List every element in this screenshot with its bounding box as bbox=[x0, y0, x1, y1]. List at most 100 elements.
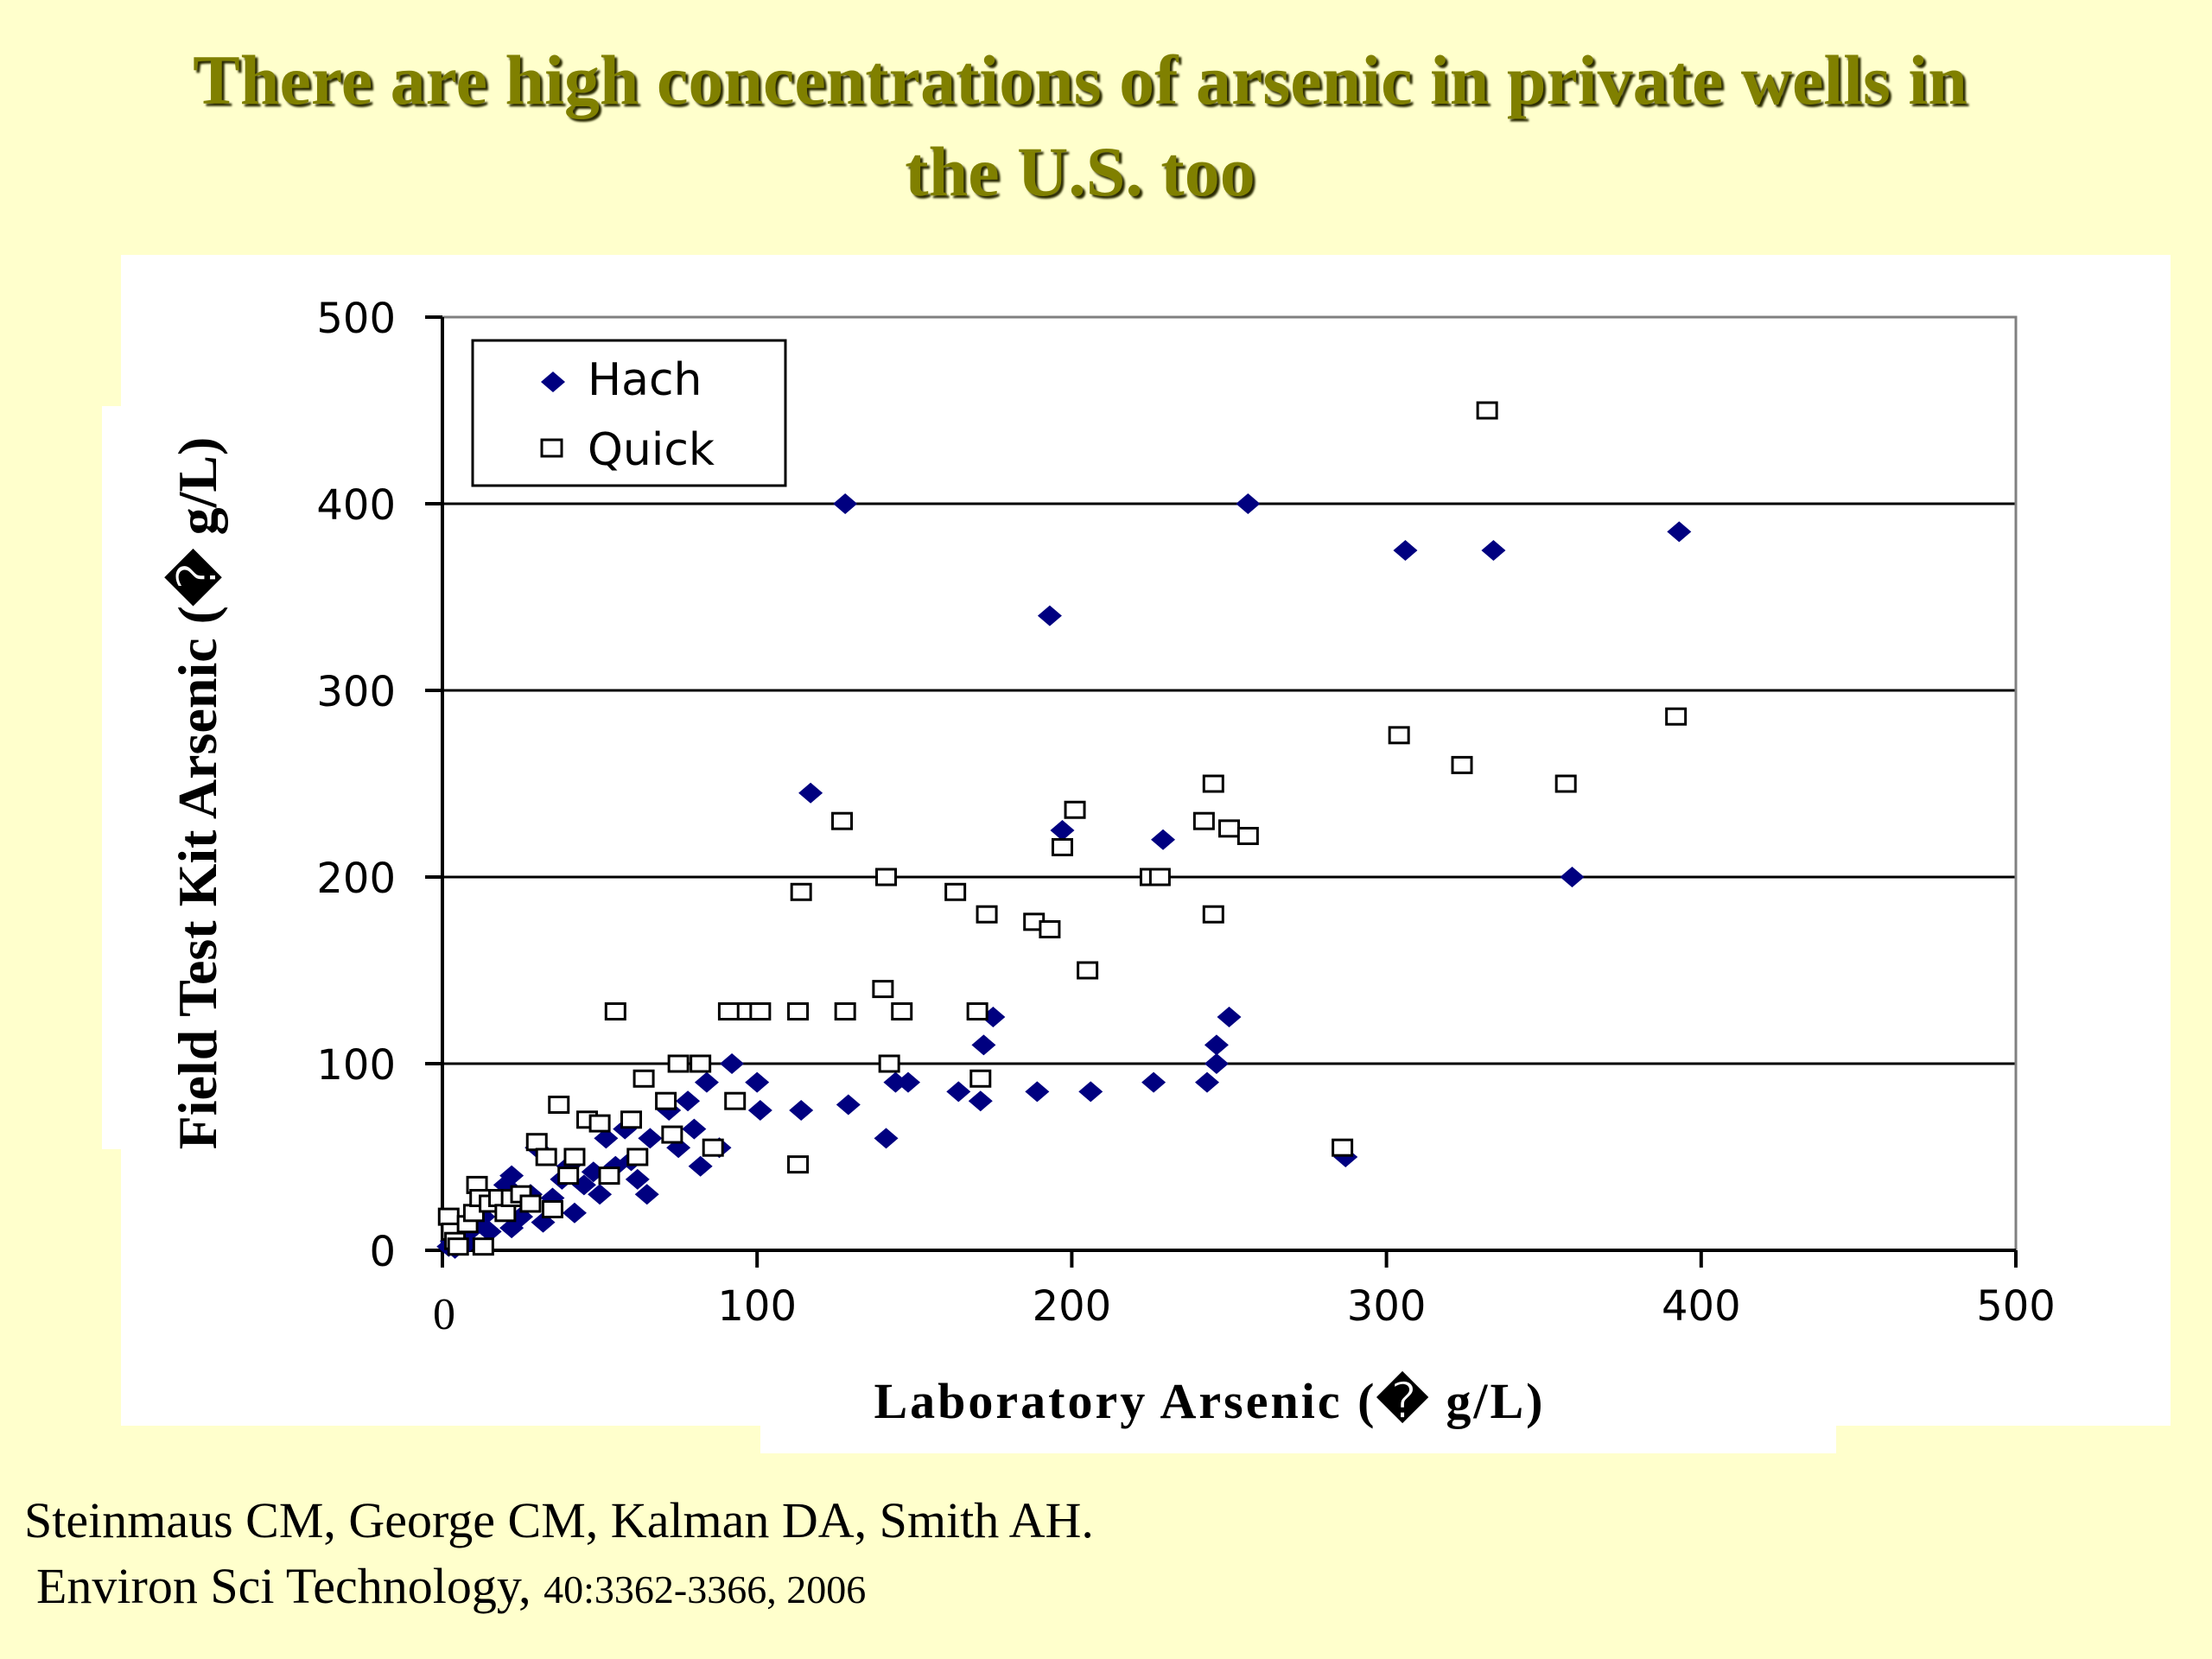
citation: Steinmaus CM, George CM, Kalman DA, Smit… bbox=[24, 1488, 1094, 1623]
quick-point bbox=[690, 1054, 712, 1073]
quick-point bbox=[1148, 868, 1171, 887]
quick-point bbox=[620, 1110, 643, 1129]
hach-point bbox=[694, 1071, 719, 1093]
hach-point bbox=[798, 782, 823, 804]
hach-point bbox=[634, 1184, 659, 1205]
quick-point bbox=[787, 1002, 810, 1021]
hach-point bbox=[638, 1128, 663, 1149]
quick-point bbox=[1064, 800, 1086, 819]
hach-point bbox=[562, 1202, 587, 1224]
quick-point bbox=[604, 1002, 626, 1021]
y-tick-label-3: 300 bbox=[316, 668, 396, 716]
quick-point bbox=[525, 1133, 548, 1152]
hach-point bbox=[968, 1090, 993, 1112]
slide-title: There are high concentrations of arsenic… bbox=[0, 35, 2160, 218]
hach-point bbox=[1037, 605, 1062, 626]
hach-point bbox=[747, 1100, 772, 1121]
quick-point bbox=[1218, 819, 1240, 838]
hach-point bbox=[1141, 1071, 1166, 1093]
chart-axes bbox=[441, 317, 2016, 1252]
hach-point bbox=[874, 1128, 899, 1149]
quick-point bbox=[1451, 755, 1473, 774]
x-tick-label-0: 0 bbox=[433, 1290, 455, 1339]
quick-point bbox=[563, 1147, 586, 1166]
x-axis-label: Laboratory Arsenic (� g/L) bbox=[874, 1370, 1545, 1429]
quick-point bbox=[969, 1069, 992, 1088]
hach-point bbox=[836, 1094, 861, 1116]
x-tick-label-3: 300 bbox=[1347, 1282, 1427, 1331]
quick-point bbox=[1051, 837, 1073, 856]
quick-point bbox=[976, 905, 998, 924]
hach-point bbox=[676, 1090, 701, 1112]
hach-point bbox=[588, 1184, 613, 1205]
quick-point bbox=[1236, 826, 1259, 845]
legend-box bbox=[471, 339, 787, 487]
quick-point bbox=[1476, 401, 1498, 420]
hach-point bbox=[1481, 540, 1506, 561]
quick-point bbox=[519, 1194, 542, 1213]
quick-point bbox=[872, 980, 894, 999]
quick-point bbox=[944, 882, 967, 901]
citation-authors: Steinmaus CM, George CM, Kalman DA, Smit… bbox=[24, 1492, 1094, 1548]
chart-panel-bottom-tab bbox=[760, 1382, 1836, 1453]
quick-point bbox=[724, 1091, 747, 1110]
quick-point bbox=[702, 1138, 724, 1157]
hach-point bbox=[1560, 867, 1585, 887]
hach-point bbox=[688, 1155, 713, 1177]
quick-point bbox=[535, 1147, 557, 1166]
quick-point bbox=[878, 1054, 900, 1073]
y-axis-label: Field Test Kit Arsenic (� g/L) bbox=[164, 437, 228, 1150]
quick-point bbox=[1388, 726, 1410, 745]
legend-quick-marker bbox=[540, 438, 563, 458]
citation-volume-pages-year: 40:3362-3366, 2006 bbox=[543, 1567, 867, 1611]
hach-point bbox=[1078, 1081, 1103, 1103]
x-tick-label-1: 100 bbox=[717, 1282, 797, 1331]
quick-point bbox=[875, 868, 898, 887]
y-tick-label-1: 100 bbox=[316, 1041, 396, 1090]
slide-title-line-2: the U.S. too bbox=[905, 132, 1255, 211]
quick-point bbox=[655, 1091, 677, 1110]
x-tick-label-4: 400 bbox=[1662, 1282, 1741, 1331]
hach-point bbox=[1204, 1053, 1229, 1074]
hach-point bbox=[1204, 1034, 1229, 1056]
y-tick-label-0: 0 bbox=[369, 1228, 396, 1276]
y-axis-ticks: 0 100 200 300 400 500 bbox=[316, 295, 442, 1276]
hach-point bbox=[896, 1071, 921, 1093]
chart-panel-left-tab bbox=[102, 406, 137, 1149]
quick-point bbox=[1077, 961, 1099, 980]
hach-point bbox=[594, 1128, 619, 1149]
quick-point bbox=[790, 882, 812, 901]
slide-title-line-1: There are high concentrations of arsenic… bbox=[193, 41, 1967, 119]
chart-gridlines bbox=[442, 502, 2016, 1065]
quick-point bbox=[548, 1096, 570, 1115]
quick-point bbox=[437, 1207, 460, 1226]
y-tick-label-5: 500 bbox=[316, 295, 396, 343]
quick-point bbox=[1665, 707, 1688, 726]
hach-point bbox=[745, 1071, 770, 1093]
hach-point bbox=[720, 1053, 745, 1074]
quick-point bbox=[598, 1166, 620, 1185]
hach-point bbox=[971, 1034, 996, 1056]
hach-point bbox=[1025, 1081, 1050, 1103]
quick-point bbox=[667, 1054, 690, 1073]
hach-point bbox=[1236, 493, 1261, 514]
x-tick-label-5: 500 bbox=[1976, 1282, 2056, 1331]
hach-point bbox=[1151, 829, 1176, 850]
quick-point bbox=[1192, 811, 1215, 830]
hach-point bbox=[789, 1100, 814, 1121]
chart-legend: Hach Quick bbox=[471, 339, 787, 487]
hach-point bbox=[833, 493, 858, 514]
y-tick-label-2: 200 bbox=[316, 855, 396, 903]
quick-point bbox=[447, 1237, 469, 1256]
hach-point bbox=[477, 1221, 502, 1243]
hach-point bbox=[1217, 1007, 1242, 1027]
citation-journal-line: Environ Sci Technology, 40:3362-3366, 20… bbox=[24, 1554, 1094, 1623]
quick-point bbox=[1039, 919, 1061, 938]
hach-point bbox=[1050, 820, 1075, 841]
quick-point bbox=[966, 1002, 988, 1021]
quick-point bbox=[891, 1002, 913, 1021]
quick-point bbox=[661, 1125, 683, 1144]
quick-point bbox=[632, 1069, 655, 1088]
series-quick-points bbox=[437, 401, 1688, 1256]
quick-point bbox=[626, 1147, 649, 1166]
